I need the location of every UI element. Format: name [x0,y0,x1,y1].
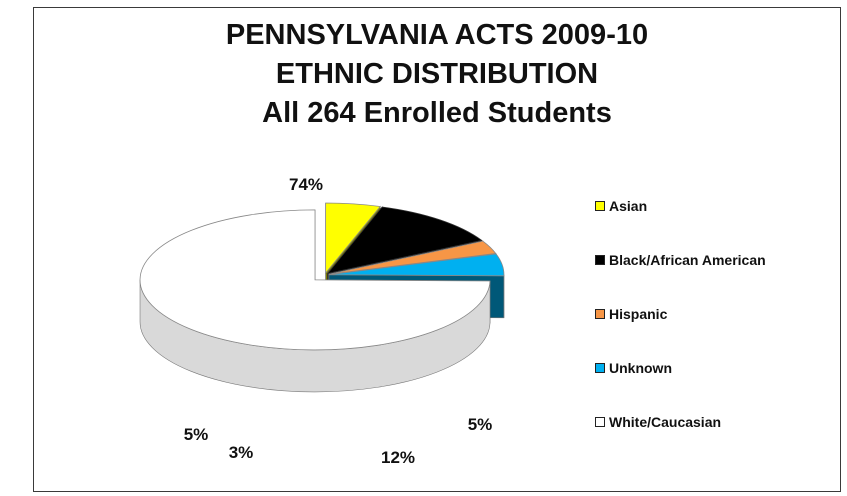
data-label-hispanic: 3% [229,443,254,462]
legend-swatch-black-african-american [595,255,605,265]
title-line-2: ETHNIC DISTRIBUTION [275,58,599,90]
slice-black-african-american [326,206,483,275]
legend-label-hispanic: Hispanic [609,306,668,322]
title-line-1: PENNSYLVANIA ACTS 2009-10 [225,19,649,51]
data-label-asian: 5% [468,415,493,434]
legend-swatch-asian [595,201,605,211]
legend-item-hispanic: Hispanic [595,306,667,322]
legend-label-black-african-american: Black/African American [609,252,766,268]
chart-title: PENNSYLVANIA ACTS 2009-10 ETHNIC DISTRIB… [33,16,841,133]
legend-label-unknown: Unknown [609,360,672,376]
slice-asian [325,202,382,275]
data-label-black-african-american: 12% [381,448,415,467]
legend-label-asian: Asian [609,198,648,214]
legend-label-white-caucasian: White/Caucasian [609,414,722,430]
data-label-unknown: 5% [184,425,209,444]
title-line-3: All 264 Enrolled Students [262,97,612,129]
data-label-white-caucasian: 74% [289,175,323,194]
legend-item-white-caucasian: White/Caucasian [595,414,721,430]
pie-tops [139,202,505,351]
slice-unknown [328,253,505,277]
legend-item-black-african-american: Black/African American [595,252,766,268]
slice-hispanic [328,240,497,275]
legend-swatch-white-caucasian [595,417,605,427]
legend-item-unknown: Unknown [595,360,672,376]
legend-swatch-unknown [595,363,605,373]
legend-item-asian: Asian [595,198,647,214]
legend-swatch-hispanic [595,309,605,319]
slice-white-caucasian [139,209,491,351]
